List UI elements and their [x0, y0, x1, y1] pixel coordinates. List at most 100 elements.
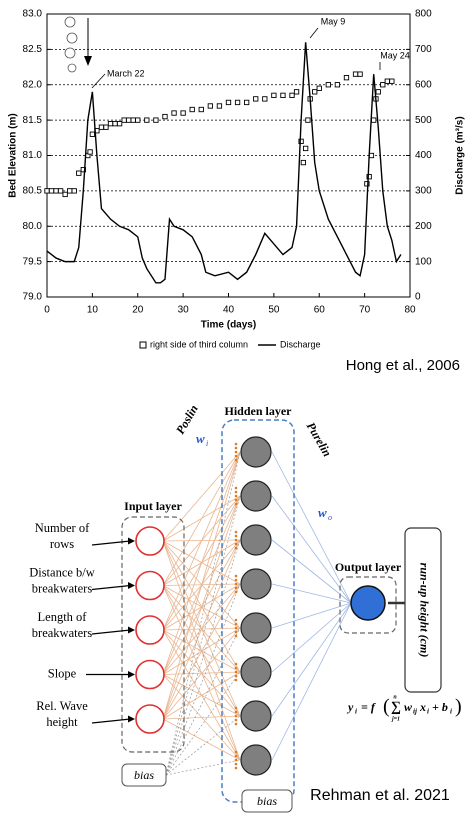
y2-tick-label: 200	[415, 221, 432, 232]
data-point	[316, 85, 322, 91]
data-point	[293, 89, 300, 95]
x-axis-title: Time (days)	[201, 320, 256, 331]
y2-tick-label: 500	[415, 115, 432, 126]
input-arrowhead	[128, 626, 135, 634]
edge-arrow	[234, 498, 238, 502]
bias-box	[121, 763, 167, 787]
bias-label: bias	[134, 768, 154, 782]
data-point	[325, 82, 331, 88]
data-point	[57, 188, 64, 194]
input-arrow	[91, 540, 131, 546]
formula-part: i	[355, 708, 357, 716]
input-label: breakwaters	[32, 581, 93, 595]
output-title: Output layer	[335, 560, 402, 574]
data-point	[126, 117, 132, 123]
edge-arrow	[234, 634, 238, 638]
edge-arrow	[234, 546, 238, 550]
y-tick-label: 82.5	[23, 44, 43, 55]
data-point	[189, 106, 195, 113]
x-tick-label: 0	[44, 305, 50, 316]
weight-label: w	[318, 505, 327, 520]
y2-axis-title: Discharge (m³/s)	[455, 116, 466, 194]
caption: Hong et al., 2006	[346, 357, 460, 374]
y2-tick-label: 600	[415, 79, 432, 90]
edge-arrow	[234, 710, 238, 714]
edge-arrow	[234, 750, 238, 754]
edge-arrow	[234, 754, 238, 758]
data-point	[234, 99, 241, 106]
input-arrowhead	[128, 582, 135, 589]
edge-arrow	[234, 762, 238, 766]
data-point	[352, 71, 359, 77]
weight-label: w	[196, 431, 205, 446]
data-point	[243, 99, 250, 106]
hidden-title: Hidden layer	[224, 404, 292, 418]
x-tick-label: 60	[314, 305, 326, 316]
hidden-node	[240, 700, 272, 732]
bias-edge	[165, 671, 241, 776]
x-tick-label: 40	[223, 305, 235, 316]
data-point	[216, 103, 223, 109]
data-point	[207, 103, 213, 109]
formula-part: ∑	[391, 700, 401, 715]
edge-arrow	[234, 766, 238, 770]
y-tick-label: 83.0	[23, 9, 43, 20]
bias-edge	[165, 495, 241, 776]
weight-edge	[162, 583, 241, 720]
edge-arrow	[234, 582, 238, 586]
formula-part: (	[383, 696, 390, 718]
data-point	[312, 89, 318, 95]
edge-arrow	[234, 630, 238, 634]
weight-edge	[271, 602, 352, 761]
weight-edge	[162, 539, 241, 720]
formula-part: n	[393, 694, 397, 700]
edge-arrow	[234, 722, 238, 726]
data-point	[80, 166, 86, 173]
input-arrow	[91, 629, 131, 635]
edge-arrow	[234, 542, 238, 546]
input-title: Input layer	[124, 499, 182, 513]
caption: Rehman et al. 2021	[310, 787, 450, 804]
input-arrowhead	[128, 715, 135, 723]
icon-circle	[67, 63, 77, 73]
data-point	[103, 124, 109, 130]
edge-arrow	[234, 578, 238, 582]
input-node	[135, 570, 165, 601]
formula-part: y	[346, 700, 354, 714]
hidden-node	[240, 480, 272, 512]
plot-frame	[46, 13, 411, 298]
data-point	[130, 117, 136, 123]
data-point	[116, 121, 123, 127]
bias-edge	[165, 583, 241, 776]
data-point	[300, 159, 307, 166]
annotation: May 24	[380, 50, 410, 60]
edge-arrow	[234, 534, 238, 538]
input-node	[135, 615, 165, 645]
input-label: Rel. Wave	[36, 699, 88, 713]
data-point	[89, 131, 96, 137]
y-tick-label: 80.0	[23, 221, 43, 232]
data-point	[198, 106, 204, 113]
purelin-label: Purelin	[304, 420, 335, 460]
input-arrowhead	[128, 671, 135, 678]
legend-swatch	[139, 341, 147, 349]
x-tick-label: 70	[359, 305, 371, 316]
input-label: Number of	[35, 521, 90, 535]
input-label: height	[46, 715, 78, 729]
data-point	[135, 117, 141, 123]
edge-arrow	[234, 538, 238, 542]
edge-arrow	[234, 490, 238, 494]
formula-part: w	[404, 700, 413, 714]
icon-circle	[66, 32, 78, 44]
data-point	[225, 99, 232, 106]
formula-part: = f	[361, 700, 376, 714]
edge-arrow	[234, 446, 238, 450]
y2-tick-label: 400	[415, 150, 432, 161]
bias-box	[241, 789, 293, 813]
data-point	[343, 75, 350, 81]
data-point	[87, 149, 93, 155]
data-point	[71, 188, 77, 194]
output-label: run-up height (cm)	[417, 563, 431, 658]
hidden-node	[240, 744, 272, 776]
edge-arrow	[234, 442, 238, 446]
